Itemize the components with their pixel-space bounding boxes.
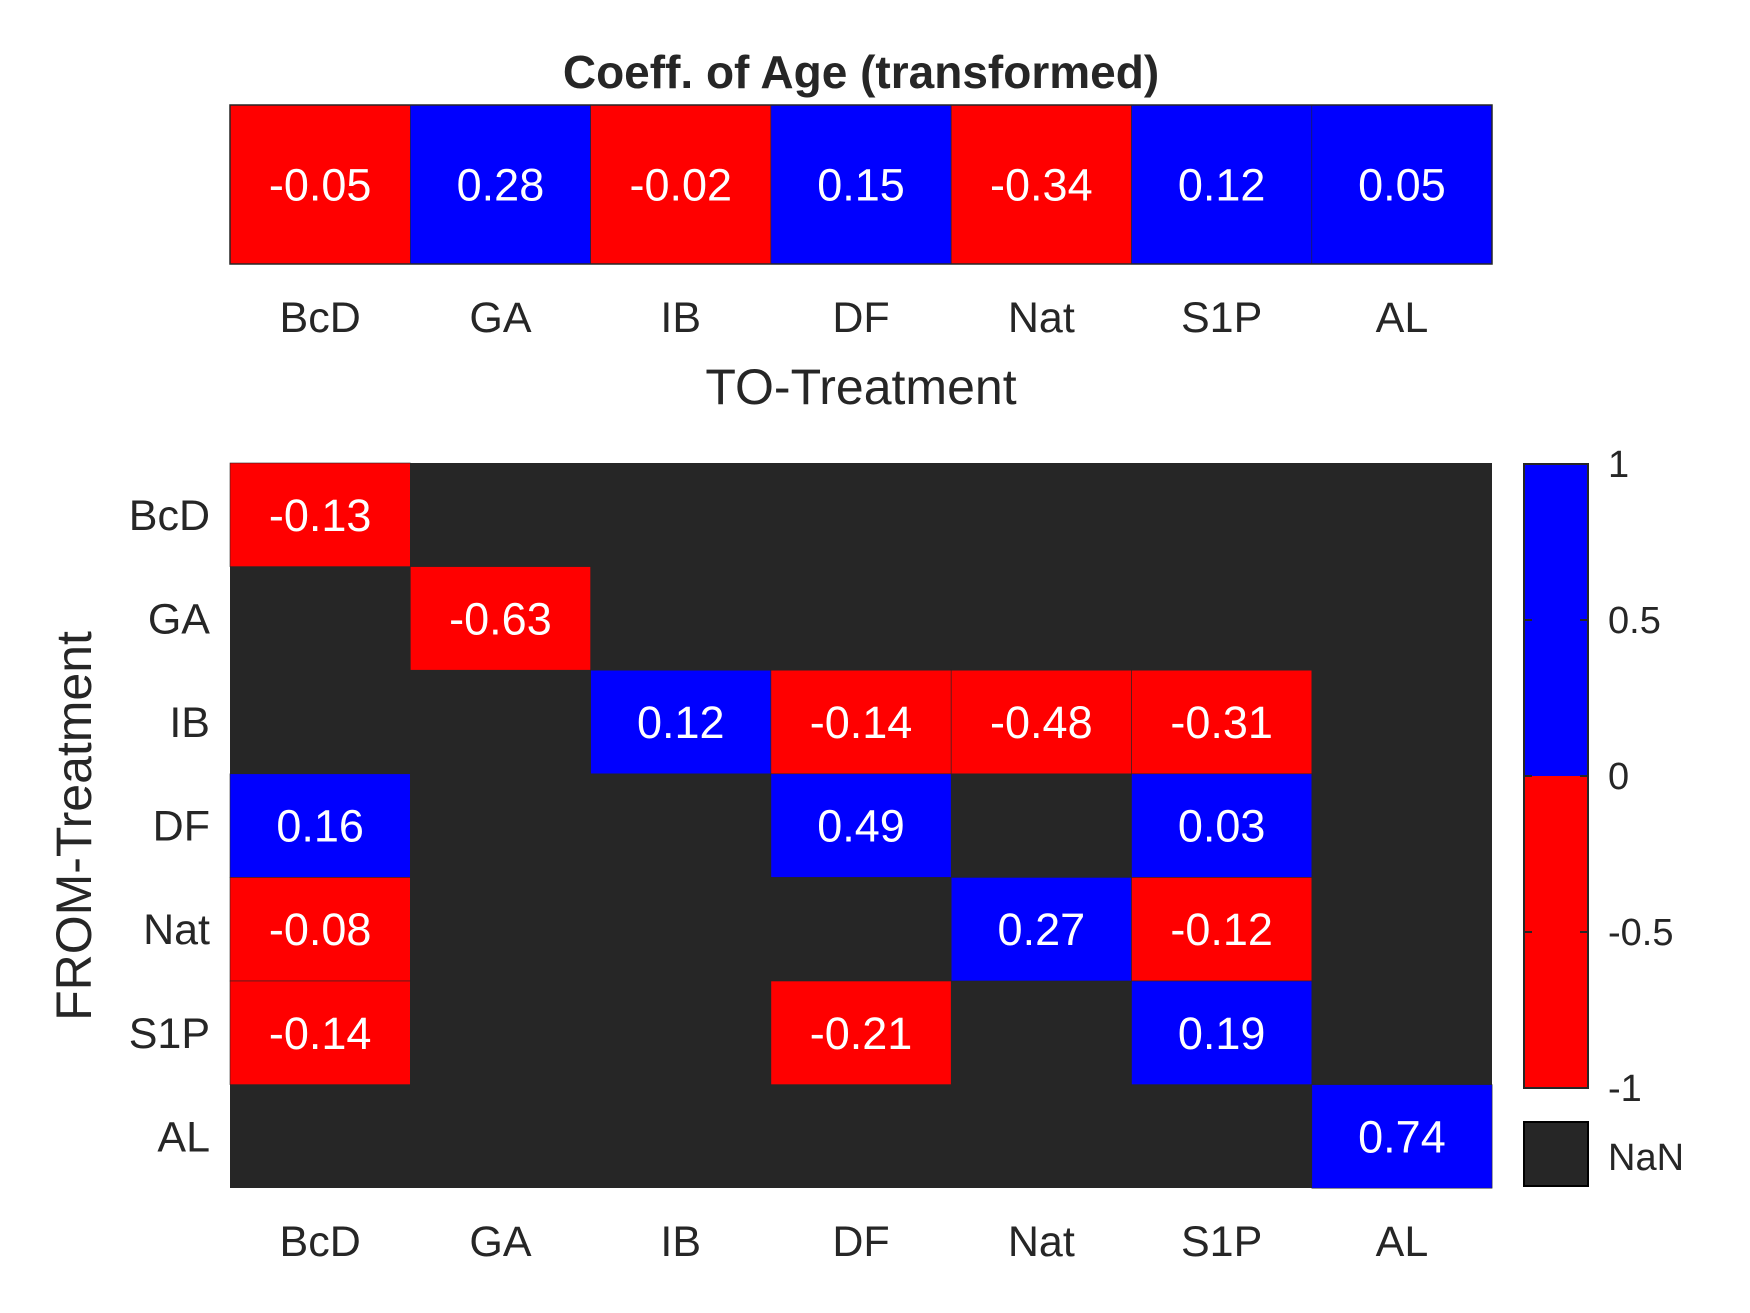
bottom-x-tick-label: BcD (280, 1218, 361, 1266)
bottom-cell (950, 669, 1132, 775)
bottom-cell-value: 0.16 (276, 801, 364, 852)
top-x-axis-label: TO-Treatment (705, 359, 1016, 415)
top-cell (1311, 104, 1493, 265)
colorbar-negative-segment (1524, 776, 1588, 1088)
top-cell-value: -0.02 (629, 160, 732, 211)
bottom-heatmap-cells: -0.13 -0.63 0.12 -0.14 -0.48 -0.31 0.16 0.49 0.0… (229, 462, 1493, 1189)
colorbar-tick-label: 0.5 (1608, 600, 1661, 642)
bottom-cell-value: 0.03 (1178, 801, 1266, 852)
bottom-cell (1311, 1084, 1493, 1189)
bottom-cell-value: -0.12 (1170, 904, 1273, 955)
bottom-cell-value: 0.49 (817, 801, 905, 852)
bottom-cell-value: -0.14 (269, 1008, 372, 1059)
top-heatmap-cells: -0.05 0.28 -0.02 0.15 -0.34 0.12 0.05 (229, 104, 1493, 265)
bottom-x-tick-label: Nat (1008, 1218, 1075, 1266)
bottom-cell-value: 0.19 (1178, 1008, 1266, 1059)
bottom-y-axis-label: FROM-Treatment (46, 631, 102, 1021)
bottom-y-tick-label: S1P (129, 1010, 210, 1058)
bottom-cell-value: -0.21 (810, 1008, 913, 1059)
top-cell (229, 104, 411, 265)
top-cell-value: -0.05 (269, 160, 372, 211)
bottom-cell-value: -0.31 (1170, 697, 1273, 748)
colorbar-tick-label: -0.5 (1608, 912, 1673, 954)
top-cell-value: 0.28 (457, 160, 545, 211)
nan-legend-label: NaN (1608, 1137, 1684, 1179)
bottom-x-tick-label: DF (832, 1218, 889, 1266)
top-heatmap-frame (229, 104, 1493, 265)
bottom-x-tick-labels: BcD GA IB DF Nat S1P AL (280, 1218, 1429, 1266)
bottom-cell (229, 877, 411, 982)
top-x-tick-label: S1P (1181, 294, 1262, 342)
bottom-cell (1131, 980, 1313, 1085)
nan-legend-swatch (1523, 1121, 1589, 1187)
bottom-cell (229, 462, 411, 567)
bottom-cell-value: -0.14 (810, 697, 913, 748)
bottom-y-tick-label: AL (157, 1113, 210, 1161)
bottom-y-tick-label: BcD (129, 492, 210, 540)
colorbar-positive-segment (1524, 464, 1588, 776)
colorbar: 1 0.5 0 -0.5 -1 NaN (1523, 444, 1684, 1187)
bottom-cell-value: 0.12 (637, 697, 725, 748)
top-chart-title: Coeff. of Age (transformed) (563, 46, 1159, 98)
top-x-tick-label: AL (1376, 294, 1429, 342)
bottom-cell-value: -0.13 (269, 490, 372, 541)
bottom-cell-value: 0.27 (998, 904, 1086, 955)
top-cell-value: 0.05 (1358, 160, 1446, 211)
bottom-cell (950, 877, 1132, 982)
bottom-y-tick-label: GA (148, 595, 210, 643)
top-cell (409, 104, 591, 265)
bottom-x-tick-label: AL (1376, 1218, 1429, 1266)
bottom-cell-value: 0.74 (1358, 1111, 1446, 1162)
top-x-tick-label: BcD (280, 294, 361, 342)
top-cell (1131, 104, 1313, 265)
top-x-tick-label: GA (469, 294, 531, 342)
top-cell-value: -0.34 (990, 160, 1093, 211)
bottom-cell (770, 773, 952, 878)
colorbar-tick-label: 0 (1608, 756, 1629, 798)
top-x-tick-labels: BcD GA IB DF Nat S1P AL (280, 294, 1429, 342)
bottom-cell (770, 980, 952, 1085)
top-cell-value: 0.15 (817, 160, 905, 211)
top-cell-value: 0.12 (1178, 160, 1266, 211)
top-x-tick-label: DF (832, 294, 889, 342)
bottom-y-tick-label: DF (153, 803, 210, 851)
bottom-cell (1131, 773, 1313, 878)
bottom-cell-value: -0.63 (449, 593, 552, 644)
bottom-x-tick-label: IB (660, 1218, 701, 1266)
top-cell (950, 104, 1132, 265)
bottom-cell-value: -0.08 (269, 904, 372, 955)
colorbar-tick-label: 1 (1608, 444, 1629, 486)
bottom-cell (409, 566, 591, 671)
bottom-cell (229, 980, 411, 1085)
bottom-cell (229, 773, 411, 878)
top-x-tick-label: IB (660, 294, 701, 342)
bottom-x-tick-label: S1P (1181, 1218, 1262, 1266)
bottom-x-tick-label: GA (469, 1218, 531, 1266)
bottom-y-tick-label: Nat (143, 906, 210, 954)
top-x-tick-label: Nat (1008, 294, 1075, 342)
bottom-cell (1131, 669, 1313, 775)
bottom-y-tick-labels: BcD GA IB DF Nat S1P AL (129, 492, 211, 1162)
bottom-cell-value: -0.48 (990, 697, 1093, 748)
top-cell (770, 104, 952, 265)
bottom-y-tick-label: IB (169, 699, 210, 747)
bottom-cell (590, 669, 772, 775)
colorbar-tick-label: -1 (1608, 1068, 1642, 1110)
